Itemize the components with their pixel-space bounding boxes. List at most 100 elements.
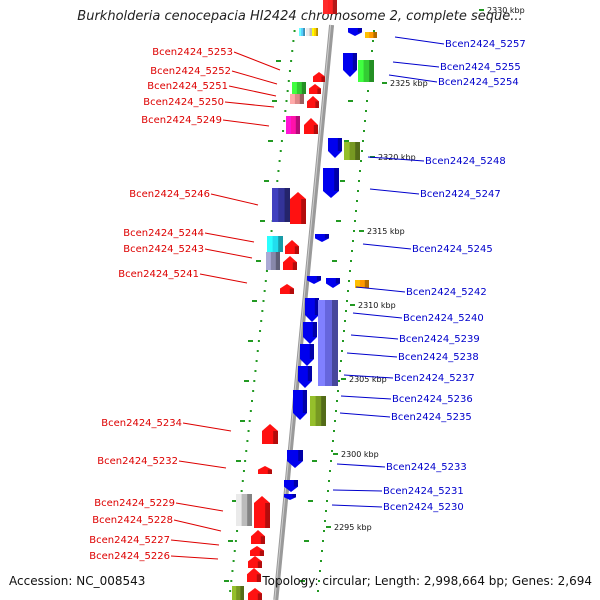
right-label-leader <box>346 352 398 358</box>
right-label-leader <box>350 334 399 340</box>
track-dot-outer-right <box>331 450 333 452</box>
left-gene-label: Bcen2424_5246 <box>129 189 210 200</box>
track-dot-outer-right <box>320 560 322 562</box>
gene-feature <box>251 530 265 544</box>
gene-feature <box>254 496 270 528</box>
gene-box-shadow <box>275 252 280 270</box>
gene-feature <box>304 118 318 134</box>
gene-box-shadow <box>295 116 300 134</box>
track-dash-left <box>264 180 269 182</box>
track-dot-outer-left <box>234 540 237 542</box>
gene-feature <box>248 588 262 600</box>
left-gene-label: Bcen2424_5252 <box>150 66 231 77</box>
track-dot-outer-right <box>350 260 352 262</box>
track-dot-outer-left <box>231 570 234 572</box>
gene-arrow-shadow <box>294 246 299 254</box>
track-dot-outer-left <box>251 400 253 402</box>
track-dash-right <box>312 460 317 462</box>
scale-tick-label: 2315 kbp <box>367 227 405 236</box>
right-label-leader <box>336 463 386 468</box>
track-dot-outer-right <box>367 90 369 92</box>
track-dot-outer-left <box>292 40 295 42</box>
track-dot-outer-left <box>282 130 285 132</box>
gene-feature <box>262 424 278 444</box>
track-dot-outer-right <box>317 590 319 592</box>
track-dot-outer-left <box>285 100 288 102</box>
track-dot-outer-left <box>286 90 289 92</box>
track-dot-outer-right <box>365 110 367 112</box>
track-dot-outer-right <box>323 530 325 532</box>
right-gene-label: Bcen2424_5235 <box>391 412 472 423</box>
track-dot-outer-right <box>322 540 324 542</box>
right-gene-label: Bcen2424_5233 <box>386 462 467 473</box>
gene-feature <box>307 96 319 108</box>
track-dot-outer-left <box>252 390 255 392</box>
track-dot-outer-left <box>253 380 256 382</box>
gene-feature <box>313 72 325 82</box>
gene-feature <box>280 284 294 294</box>
gene-arrow-shadow <box>309 344 314 359</box>
gene-feature <box>267 236 283 252</box>
gene-box-shade <box>365 32 370 38</box>
track-dash-left <box>276 60 281 62</box>
track-dot-outer-left <box>287 80 290 82</box>
gene-feature <box>247 568 261 582</box>
gene-feature <box>298 366 312 388</box>
genome-summary: Topology: circular; Length: 2,998,664 bp… <box>262 574 592 588</box>
track-dash-right <box>344 140 349 142</box>
track-dot-outer-right <box>351 250 353 252</box>
scale-tick-label: 2325 kbp <box>390 79 428 88</box>
track-dash-right <box>308 500 313 502</box>
left-gene-label: Bcen2424_5226 <box>89 551 170 562</box>
track-dot-outer-left <box>248 420 251 422</box>
track-dot-outer-left <box>284 110 287 112</box>
track-dot-outer-right <box>345 310 347 312</box>
track-dot-outer-left <box>244 460 247 462</box>
gene-box-shade <box>290 94 295 104</box>
track-dot-outer-right <box>337 390 339 392</box>
track-dot-outer-right <box>366 100 368 102</box>
left-gene-label: Bcen2424_5250 <box>143 97 224 108</box>
scale-tick-label: 2305 kbp <box>349 375 387 384</box>
track-dot-outer-right <box>362 140 364 142</box>
gene-arrow-shadow <box>324 234 329 239</box>
track-dot-outer-right <box>321 550 323 552</box>
track-dot-outer-right <box>332 440 334 442</box>
left-label-leader <box>210 193 259 206</box>
track-dot-outer-left <box>293 30 296 32</box>
gene-feature <box>303 322 317 344</box>
track-dot-outer-right <box>325 510 327 512</box>
left-label-leader <box>170 555 219 560</box>
track-dot-outer-left <box>256 350 259 352</box>
gene-arrow-shadow <box>315 101 319 108</box>
track-dash-right <box>340 180 345 182</box>
track-dash-left <box>224 580 229 582</box>
track-dot-outer-right <box>339 370 341 372</box>
gene-feature <box>283 256 297 270</box>
gene-feature <box>315 234 329 242</box>
track-dot-outer-left <box>290 60 293 62</box>
track-dot-outer-left <box>257 340 260 342</box>
track-dot-outer-left <box>278 160 281 162</box>
track-dash-left <box>244 380 249 382</box>
gene-arrow-shadow <box>257 561 262 568</box>
gene-feature <box>266 252 280 270</box>
gene-feature <box>232 586 244 600</box>
track-dash-left <box>272 100 277 102</box>
track-dash-left <box>248 340 253 342</box>
right-label-leader <box>362 243 412 250</box>
gene-box-shadow <box>284 188 290 222</box>
gene-box-shade <box>312 28 315 36</box>
left-label-leader <box>199 273 248 284</box>
gene-box-shadow <box>301 82 306 94</box>
gene-feature <box>236 494 252 526</box>
gene-feature <box>323 168 339 198</box>
track-dot-outer-right <box>327 490 329 492</box>
gene-box <box>355 280 369 288</box>
gene-box-shade <box>292 82 297 94</box>
gene-feature <box>258 466 272 474</box>
track-dot-outer-left <box>246 440 249 442</box>
left-gene-label: Bcen2424_5243 <box>123 244 204 255</box>
track-dot-outer-left <box>280 140 283 142</box>
